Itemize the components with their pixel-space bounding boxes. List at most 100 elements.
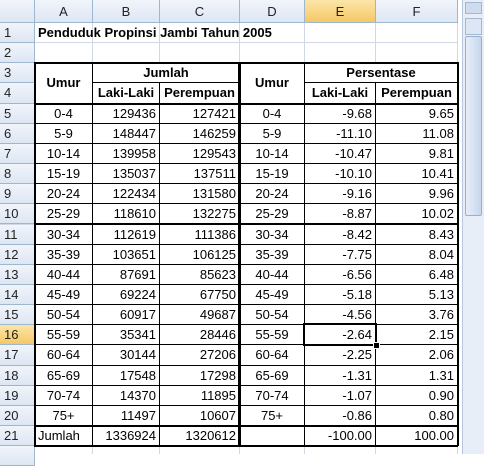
table-border [238,62,241,447]
data-cell: 127421 [159,102,240,124]
data-cell: 15-19 [239,163,305,185]
data-cell: 17298 [159,364,240,386]
row-header[interactable]: 21 [0,426,35,447]
selected-cell[interactable] [303,323,377,347]
data-cell: 10607 [159,404,240,426]
data-cell: -9.68 [304,102,376,124]
row-header[interactable]: 16 [0,325,35,346]
total-cell [239,425,305,447]
data-cell: 10-14 [34,142,93,165]
corner-cell [0,0,35,23]
total-cell: 100.00 [375,425,458,447]
data-cell: 5.13 [375,283,458,306]
row-header[interactable]: 7 [0,143,35,165]
column-header[interactable]: B [93,0,160,23]
data-cell: 35-39 [239,243,305,265]
data-cell: 2.15 [375,324,458,346]
data-cell: 17548 [92,364,160,386]
data-cell: 9.81 [375,142,458,165]
data-cell: 25-29 [239,203,305,225]
data-cell: 2.06 [375,344,458,366]
fill-handle [373,342,380,350]
data-cell: 129543 [159,142,240,165]
row-header[interactable]: 12 [0,244,35,265]
row-header[interactable]: 18 [0,365,35,386]
data-cell: 9.96 [375,183,458,205]
data-cell: 85623 [159,263,240,285]
header-cell: Jumlah [92,62,240,84]
data-cell: -7.75 [304,243,376,265]
row-header[interactable]: 19 [0,385,35,406]
column-header[interactable]: E [305,0,376,23]
row-header[interactable]: 14 [0,284,35,306]
data-cell: -4.56 [304,304,376,326]
data-cell: -11.10 [304,122,376,144]
gridline [0,42,458,44]
data-cell: 11895 [159,384,240,406]
column-header[interactable]: A [35,0,93,23]
row-header[interactable]: 4 [0,83,35,104]
data-cell: 14370 [92,384,160,406]
data-cell: 50-54 [34,304,93,326]
data-cell: -10.10 [304,163,376,185]
row-header[interactable]: 1 [0,23,35,44]
table-border [34,62,458,65]
data-cell: -8.87 [304,203,376,225]
data-cell: 0-4 [239,102,305,124]
data-cell: 146259 [159,122,240,144]
data-cell: 55-59 [239,324,305,346]
scroll-up-button[interactable] [465,18,482,35]
row-header [0,446,35,466]
data-cell: 118610 [92,203,160,225]
data-cell: -5.18 [304,283,376,306]
data-cell: 8.43 [375,223,458,245]
scroll-thumb[interactable] [465,36,482,216]
data-cell: 131580 [159,183,240,205]
data-cell: 69224 [92,283,160,306]
header-cell: Perempuan [159,82,240,104]
row-header[interactable]: 8 [0,164,35,185]
data-cell: -1.07 [304,384,376,406]
data-cell: 0-4 [34,102,93,124]
data-cell: -9.16 [304,183,376,205]
data-cell: 103651 [92,243,160,265]
data-cell: 27206 [159,344,240,366]
data-cell: 20-24 [239,183,305,205]
column-header[interactable]: F [376,0,458,23]
data-cell: 75+ [239,404,305,426]
data-cell: 49687 [159,304,240,326]
data-cell: 111386 [159,223,240,245]
row-header[interactable]: 17 [0,345,35,366]
data-cell: 30-34 [239,223,305,245]
data-cell: 60917 [92,304,160,326]
data-cell: 70-74 [239,384,305,406]
header-cell: Umur [34,62,93,104]
data-cell: 8.04 [375,243,458,265]
row-header[interactable]: 11 [0,224,35,245]
row-header[interactable]: 3 [0,63,35,84]
data-cell: 0.80 [375,404,458,426]
row-header[interactable]: 20 [0,405,35,426]
row-header[interactable]: 10 [0,204,35,225]
data-cell: 75+ [34,404,93,426]
data-cell: -0.86 [304,404,376,426]
row-header[interactable]: 9 [0,184,35,205]
split-box[interactable] [465,2,482,14]
data-cell: 112619 [92,223,160,245]
data-cell: 135037 [92,163,160,185]
data-cell: -6.56 [304,263,376,285]
row-header[interactable]: 13 [0,264,35,285]
row-header[interactable]: 2 [0,43,35,64]
column-header[interactable]: D [240,0,305,23]
vertical-scrollbar[interactable] [462,0,484,454]
header-cell: Persentase [304,62,458,84]
data-cell: 87691 [92,263,160,285]
column-header[interactable]: C [160,0,240,23]
data-cell: 45-49 [34,283,93,306]
row-header[interactable]: 15 [0,305,35,326]
data-cell: 25-29 [34,203,93,225]
row-header[interactable]: 6 [0,123,35,144]
total-cell: Jumlah [34,425,93,447]
row-header[interactable]: 5 [0,103,35,124]
data-cell: 129436 [92,102,160,124]
